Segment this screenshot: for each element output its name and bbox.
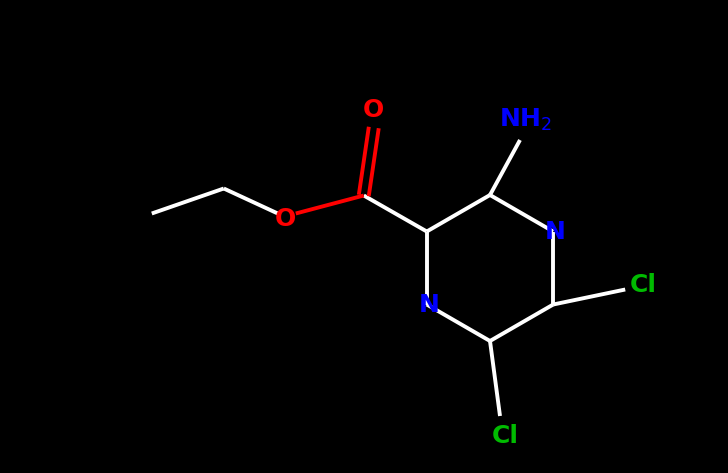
Text: Cl: Cl [491, 424, 518, 448]
Text: O: O [363, 97, 384, 122]
Text: N: N [419, 292, 439, 316]
Text: NH$_2$: NH$_2$ [499, 107, 551, 133]
Text: Cl: Cl [630, 272, 657, 297]
Text: O: O [275, 207, 296, 230]
Text: N: N [545, 219, 566, 244]
